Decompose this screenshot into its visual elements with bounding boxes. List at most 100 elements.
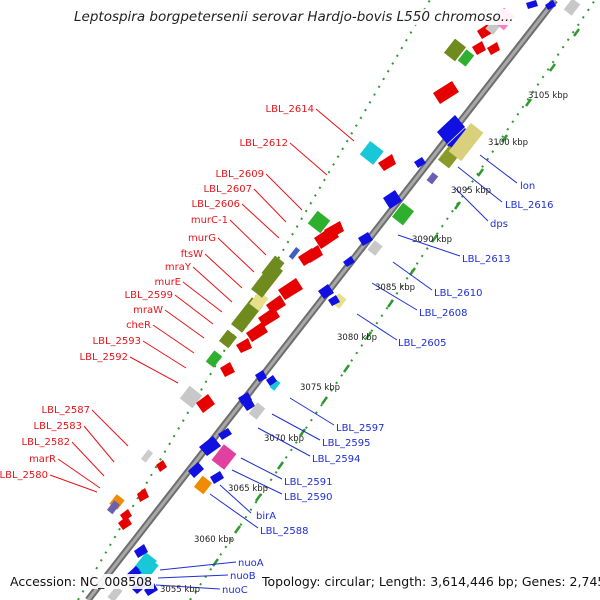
gene-red <box>236 338 252 353</box>
gene-red <box>298 248 317 266</box>
gene-blue <box>134 544 148 558</box>
gene-blue <box>414 157 426 168</box>
gene-khaki <box>249 291 269 311</box>
gene-blue <box>343 256 355 267</box>
gene-label: mraW <box>133 305 163 316</box>
gene-olive <box>443 38 467 62</box>
gene-pink <box>211 444 237 470</box>
gene-label: LBL_2592 <box>80 352 128 363</box>
gene-label: LBL_2606 <box>192 199 240 210</box>
gene-label: LBL_2591 <box>284 477 332 488</box>
left-labels: LBL_2614 LBL_2612 LBL_2609 LBL_2607 LBL_… <box>0 104 314 481</box>
gene-label: LBL_2595 <box>322 438 370 449</box>
gene-purple <box>106 500 120 515</box>
gene-blue <box>288 247 301 260</box>
gene-label: LBL_2593 <box>93 336 141 347</box>
gene-blue <box>383 190 402 209</box>
genome-summary-text: Topology: circular; Length: 3,614,446 bp… <box>260 574 600 589</box>
gene-red <box>118 516 132 530</box>
kbp-label: 3060 kbp <box>194 535 234 545</box>
gene-blue <box>266 375 277 386</box>
gene-khaki <box>448 122 484 162</box>
gene-green <box>307 210 331 234</box>
gene-red <box>156 460 167 472</box>
gene-red <box>278 278 303 300</box>
gene-orange <box>193 475 213 495</box>
gene-label: LBL_2587 <box>42 405 90 416</box>
gene-red <box>487 42 500 55</box>
gene-label: LBL_2580 <box>0 470 48 481</box>
gene-label: LBL_2609 <box>216 169 264 180</box>
gene-blue <box>358 232 373 246</box>
gene-green <box>391 202 415 226</box>
gene-green <box>457 49 475 67</box>
reverse-genes <box>107 0 581 600</box>
kbp-label: 3090 kbp <box>412 235 452 245</box>
gene-label: lon <box>520 181 535 192</box>
gene-label: murC-1 <box>191 215 228 226</box>
gene-label: LBL_2599 <box>125 290 173 301</box>
gene-label: LBL_2616 <box>505 200 553 211</box>
gene-label: LBL_2582 <box>22 437 70 448</box>
gene-blue <box>526 0 538 9</box>
accession-text: Accession: NC_008508 <box>8 574 155 589</box>
gene-red <box>196 394 215 413</box>
gene-label: LBL_2614 <box>266 104 314 115</box>
gene-blue <box>328 295 340 306</box>
gene-green <box>205 350 223 368</box>
kbp-label: 3065 kbp <box>228 484 268 494</box>
gene-gray <box>563 0 581 16</box>
gene-label: LBL_2594 <box>312 454 360 465</box>
backbone <box>85 0 558 600</box>
gene-label: nuoA <box>238 558 264 569</box>
gene-red <box>120 509 132 521</box>
kbp-label: 3085 kbp <box>375 283 415 293</box>
kbp-label: 3100 kbp <box>488 138 528 148</box>
gene-label: LBL_2612 <box>240 138 288 149</box>
gene-purple <box>426 172 439 185</box>
gene-red <box>324 221 344 239</box>
gene-label: dps <box>490 219 508 230</box>
gene-label: LBL_2583 <box>34 421 82 432</box>
gene-label: ftsW <box>181 249 203 260</box>
gene-blue <box>210 471 224 484</box>
gene-blue <box>318 284 334 299</box>
right-label-connectors <box>155 154 518 590</box>
gene-label: LBL_2610 <box>434 288 482 299</box>
gene-label: birA <box>256 511 276 522</box>
kbp-label: 3080 kbp <box>337 333 377 343</box>
gene-blue <box>144 583 158 596</box>
gene-label: cheR <box>126 320 151 331</box>
kbp-label: 3095 kbp <box>451 186 491 196</box>
gene-gray <box>367 240 383 256</box>
kbp-label: 3055 kbp <box>160 585 200 595</box>
gene-red <box>266 295 286 314</box>
gene-blue <box>218 428 232 440</box>
gene-cyan <box>359 140 384 165</box>
gene-label: murG <box>188 233 216 244</box>
gene-olive <box>261 255 285 281</box>
gene-red <box>472 41 486 55</box>
right-labels: lon LBL_2616 dps LBL_2613 LBL_2610 LBL_2… <box>222 181 553 596</box>
gene-blue <box>255 370 267 382</box>
gene-blue <box>243 399 255 411</box>
left-label-connectors <box>49 108 355 493</box>
gene-label: LBL_2608 <box>419 308 467 319</box>
gene-olive <box>218 329 238 349</box>
gene-red <box>137 488 149 502</box>
gene-gray <box>140 449 154 463</box>
gene-cyan <box>139 558 159 578</box>
gene-blue <box>545 0 556 10</box>
gene-label: LBL_2607 <box>204 184 252 195</box>
gene-label: marR <box>29 454 56 465</box>
gene-gray <box>248 402 266 420</box>
gene-label: LBL_2597 <box>336 423 384 434</box>
gene-blue <box>188 462 204 478</box>
gene-cyan <box>269 379 281 391</box>
kbp-label: 3105 kbp <box>528 91 568 101</box>
gene-red <box>378 154 396 171</box>
gene-blue <box>199 436 221 456</box>
kbp-scale: 3055 kbp 3060 kbp 3065 kbp 3070 kbp 3075… <box>160 91 568 595</box>
kbp-label: 3075 kbp <box>300 383 340 393</box>
